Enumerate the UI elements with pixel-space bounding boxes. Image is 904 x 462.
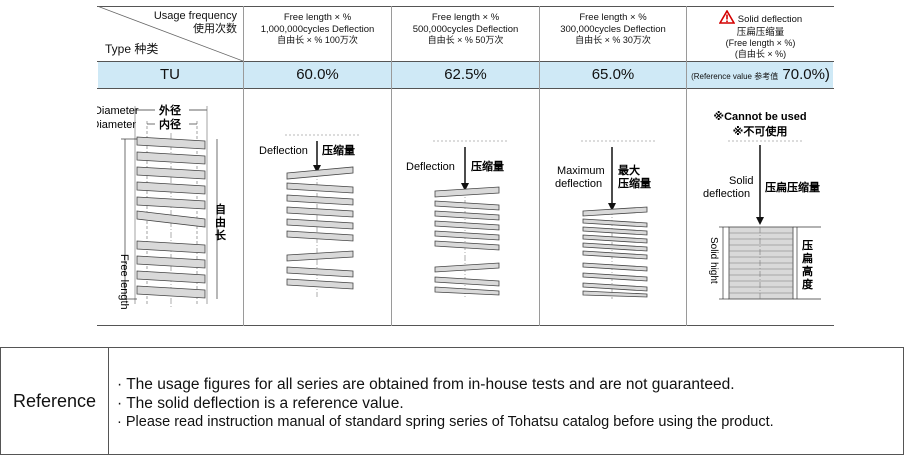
header-rule <box>97 61 834 62</box>
type-value: TU <box>160 66 180 83</box>
inside-diameter-label: Inside Diameter <box>97 119 136 131</box>
deflection-value-1: 60.0% <box>296 66 339 83</box>
free-length-diagram: Outside Diameter Inside Diameter 外径 内径 <box>97 103 227 310</box>
value-row-rule <box>97 88 834 89</box>
column-header-line: (自由长 × %) <box>734 48 787 59</box>
column-header-line: 自由长 × % 100万次 <box>277 35 358 45</box>
solid-height-zh-4: 度 <box>802 277 814 291</box>
maximum-label: Maximum <box>557 165 605 177</box>
column-header-line: (Free length × %) <box>725 38 796 48</box>
column-header-line: 500,000cycles Deflection <box>412 23 519 35</box>
inside-diameter-zh: 内径 <box>159 117 181 131</box>
solid-height-zh-2: 扁 <box>802 251 813 265</box>
reference-note: · The solid deflection is a reference va… <box>117 395 404 412</box>
spec-table: Usage frequency 使用次数 Type 种类 Free length… <box>97 6 834 326</box>
column-divider <box>391 6 392 326</box>
column-header-3: Free length × % 300,000cycles Deflection… <box>540 6 686 61</box>
max-deflection-diagram: Maximum deflection 最大 压缩量 <box>555 140 655 299</box>
column-header-4: Solid deflection 压扁压缩量 (Free length × %)… <box>687 6 834 61</box>
outside-diameter-label: Outside Diameter <box>97 105 139 117</box>
free-length-zh-3: 长 <box>215 228 227 242</box>
column-divider <box>686 6 687 326</box>
reference-value-prefix: (Reference value 参考值 <box>691 72 779 81</box>
usage-frequency-en: Usage frequency <box>153 10 237 22</box>
free-length-zh-2: 由 <box>215 215 226 229</box>
solid-hight-label: Solid hight <box>708 237 719 284</box>
reference-notes: · The usage figures for all series are o… <box>117 375 774 432</box>
deflection-diagram-1: Deflection 压缩量 <box>259 134 359 297</box>
maximum-zh-label-2: 压缩量 <box>618 176 651 190</box>
deflection-zh-label: 压缩量 <box>322 143 355 157</box>
column-header-line: 自由长 × % 30万次 <box>575 35 651 45</box>
tu-row-band <box>98 61 833 88</box>
spring-diagrams: Outside Diameter Inside Diameter 外径 内径 <box>97 103 821 310</box>
free-length-label: Free length <box>118 254 130 310</box>
reference-note: · Please read instruction manual of stan… <box>117 414 774 430</box>
column-header-line: 300,000cycles Deflection <box>560 23 666 35</box>
deflection-value-4: (Reference value 参考值 70.0%) <box>687 61 834 88</box>
solid-deflection-label: deflection <box>703 188 750 200</box>
warning-icon <box>718 9 736 28</box>
reference-box: Reference · The usage figures for all se… <box>0 347 904 455</box>
deflection-zh-label: 压缩量 <box>471 159 504 173</box>
deflection-value-3: 65.0% <box>591 66 635 83</box>
column-header-line: 压扁压缩量 <box>736 26 785 38</box>
cannot-be-used-zh-label: ※不可使用 <box>733 124 788 138</box>
corner-header-cell: Usage frequency 使用次数 Type 种类 <box>97 6 243 61</box>
column-header-line: Free length × % <box>579 12 647 23</box>
outside-diameter-zh: 外径 <box>158 103 181 117</box>
solid-deflection-zh-label: 压扁压缩量 <box>765 180 820 194</box>
table-top-rule <box>97 6 834 7</box>
table-bottom-rule <box>97 325 834 326</box>
column-header-line: Solid deflection <box>737 14 803 25</box>
solid-height-zh-3: 高 <box>802 264 813 278</box>
cannot-be-used-label: ※Cannot be used <box>713 111 806 123</box>
maximum-deflection-label: deflection <box>555 178 602 190</box>
column-header-2: Free length × % 500,000cycles Deflection… <box>392 6 539 61</box>
free-length-zh-1: 自 <box>215 202 226 216</box>
reference-note: · The usage figures for all series are o… <box>117 376 735 393</box>
corner-diagonal <box>97 6 243 61</box>
usage-frequency-zh: 使用次数 <box>193 22 237 35</box>
column-header-1: Free length × % 1,000,000cycles Deflecti… <box>244 6 391 61</box>
usage-frequency-label: Usage frequency 使用次数 <box>154 10 237 35</box>
type-label: Type 种类 <box>105 42 159 56</box>
column-divider <box>539 6 540 326</box>
deflection-diagram-2: Deflection 压缩量 <box>406 140 507 297</box>
maximum-zh-label: 最大 <box>618 163 640 177</box>
reference-value: 70.0%) <box>782 66 830 83</box>
solid-height-zh-1: 压 <box>802 238 813 252</box>
solid-label: Solid <box>729 175 753 187</box>
deflection-value-2: 62.5% <box>444 66 487 83</box>
deflection-label: Deflection <box>406 161 455 173</box>
solid-deflection-diagram: ※Cannot be used ※不可使用 Solid deflection 压… <box>703 111 821 300</box>
column-divider <box>243 6 244 326</box>
column-header-line: 自由长 × % 50万次 <box>427 35 504 45</box>
column-header-line: 1,000,000cycles Deflection <box>260 23 375 35</box>
column-header-line: Free length × % <box>283 12 352 23</box>
column-header-line: Free length × % <box>431 12 500 23</box>
deflection-label: Deflection <box>259 145 308 157</box>
reference-label: Reference <box>1 348 109 454</box>
